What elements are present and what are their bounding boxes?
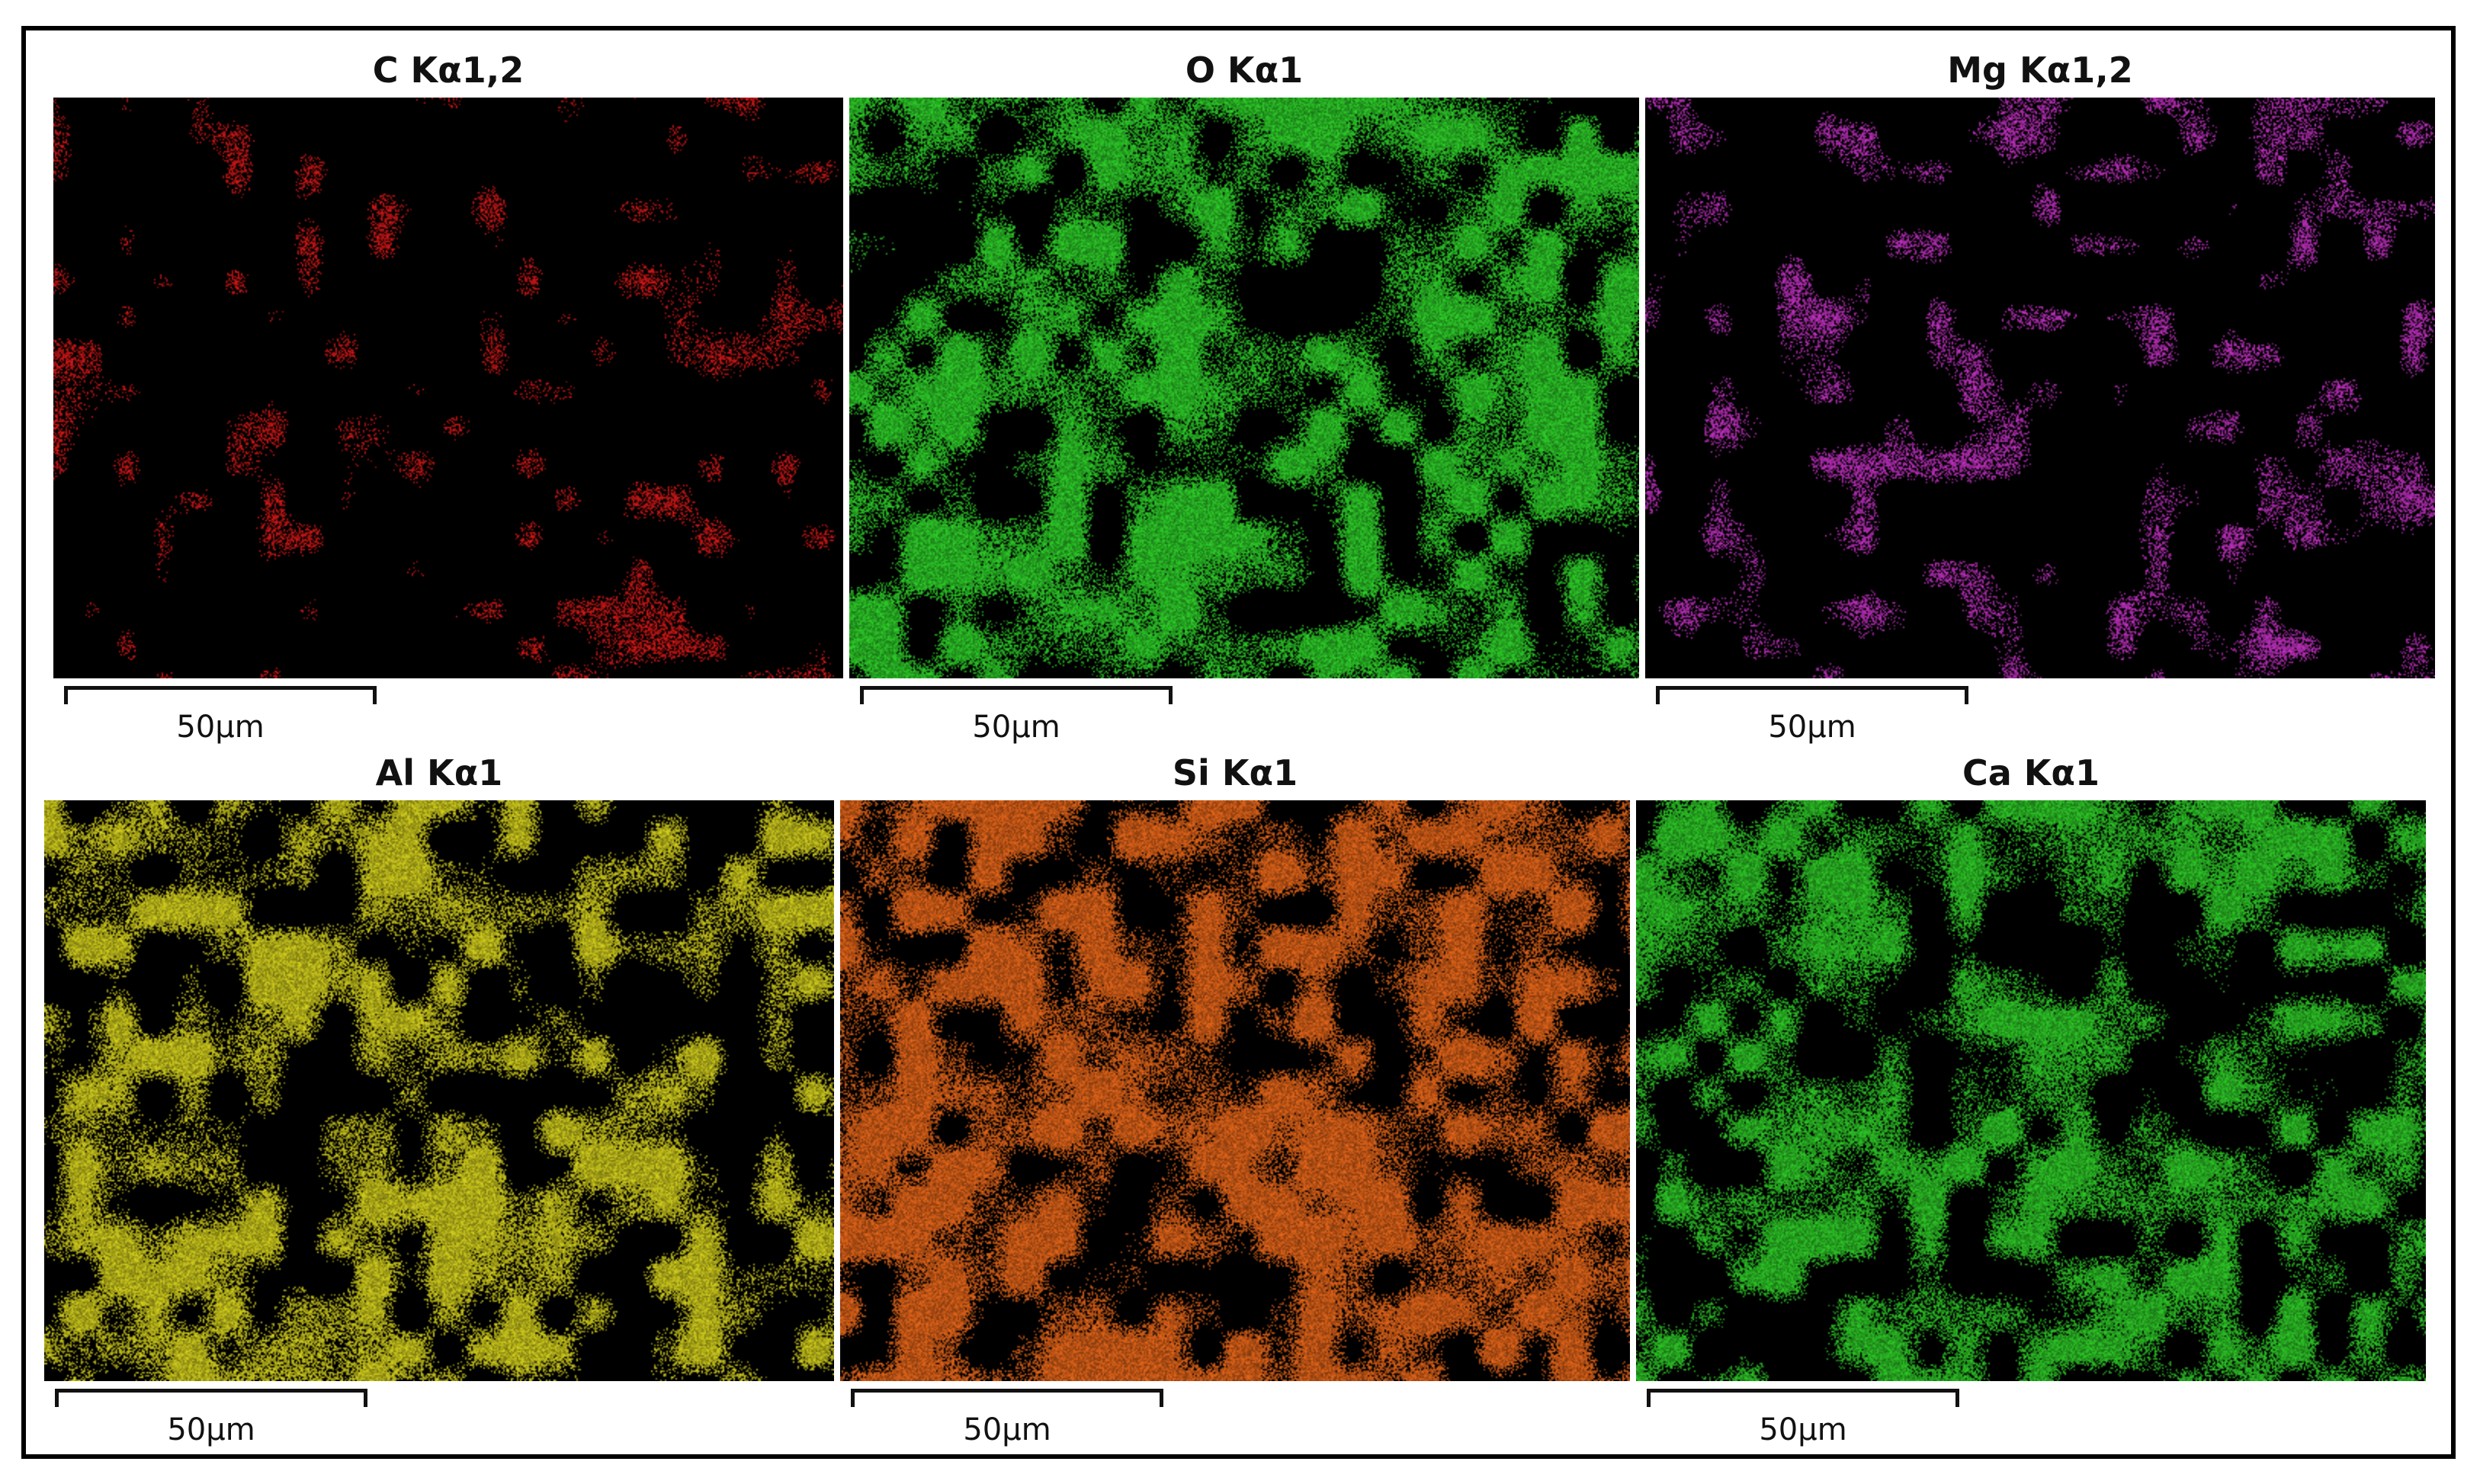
figure-frame: C Kα1,2 50µm O Kα1 50µm Mg Kα1,2 50µm Al… xyxy=(21,26,2456,1459)
scale-bar xyxy=(1656,686,1968,707)
scale-label: 50µm xyxy=(176,710,265,745)
map-canvas xyxy=(1636,800,2426,1381)
scale-bar xyxy=(860,686,1173,707)
map-canvas xyxy=(840,800,1630,1381)
panel-title: C Kα1,2 xyxy=(372,50,525,91)
map-canvas xyxy=(53,98,843,678)
scale-bar xyxy=(64,686,377,707)
element-map-image xyxy=(1636,800,2426,1381)
element-map-image xyxy=(840,800,1630,1381)
scale-bar xyxy=(851,1389,1163,1410)
panel-title: O Kα1 xyxy=(1185,50,1304,91)
element-map-image xyxy=(849,98,1639,678)
map-canvas xyxy=(1645,98,2435,678)
element-map-image xyxy=(1645,98,2435,678)
scale-bar xyxy=(1647,1389,1959,1410)
element-map-image xyxy=(44,800,834,1381)
scale-label: 50µm xyxy=(1768,710,1856,745)
panel-title: Al Kα1 xyxy=(375,752,503,793)
scale-label: 50µm xyxy=(1759,1412,1847,1447)
scale-label: 50µm xyxy=(167,1412,255,1447)
panel-title: Mg Kα1,2 xyxy=(1947,50,2133,91)
scale-bar xyxy=(55,1389,367,1410)
panel-title: Ca Kα1 xyxy=(1962,752,2100,793)
map-canvas xyxy=(44,800,834,1381)
element-map-image xyxy=(53,98,843,678)
panel-title: Si Kα1 xyxy=(1172,752,1298,793)
map-canvas xyxy=(849,98,1639,678)
scale-label: 50µm xyxy=(963,1412,1051,1447)
scale-label: 50µm xyxy=(972,710,1060,745)
